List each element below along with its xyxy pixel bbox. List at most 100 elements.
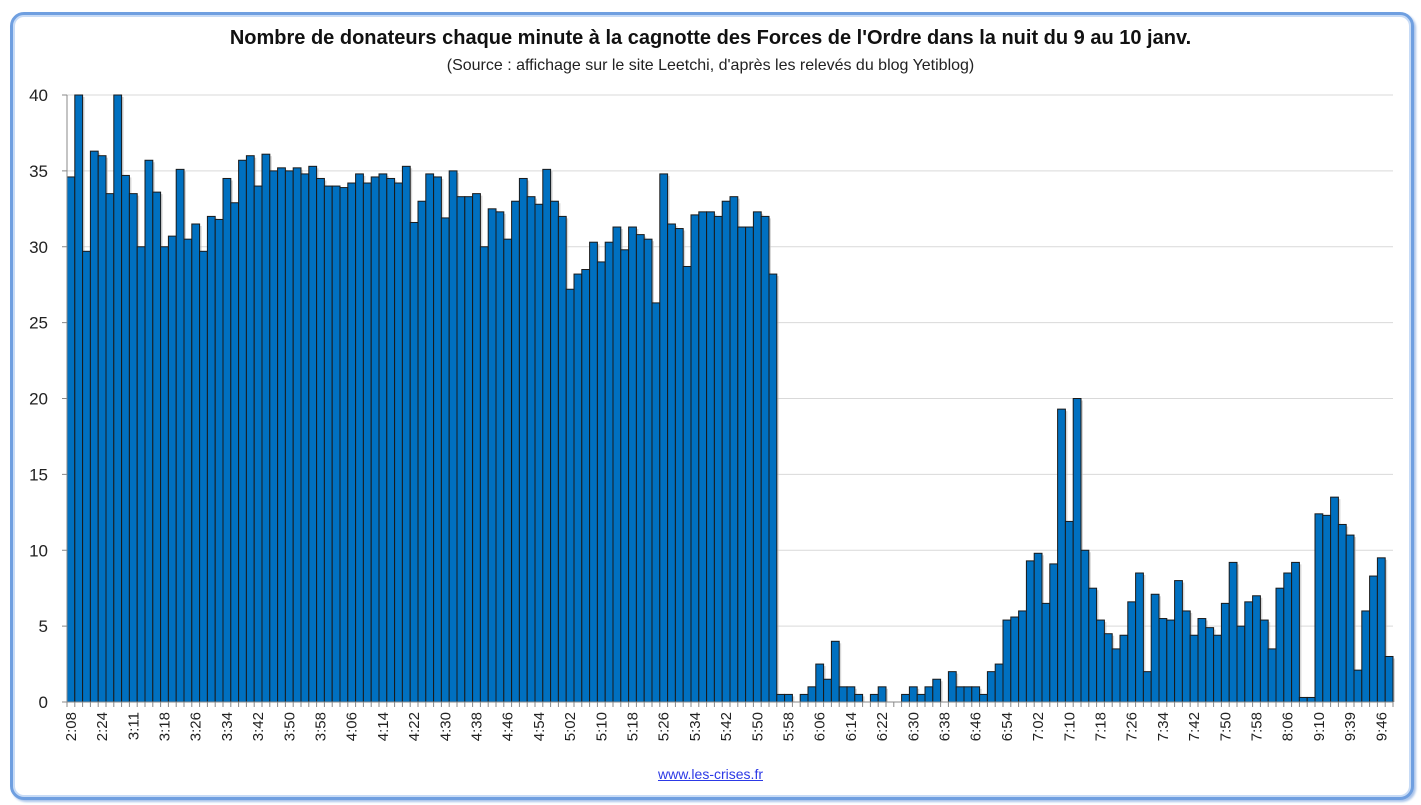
bar	[924, 686, 934, 703]
x-tick-label: 2:08	[63, 712, 80, 741]
bar	[1088, 587, 1098, 703]
bar	[160, 246, 169, 703]
x-tick-label: 6:38	[937, 712, 954, 741]
bar	[1142, 671, 1152, 703]
bar	[1236, 625, 1246, 703]
bar	[706, 211, 715, 703]
bar	[534, 203, 544, 703]
bar	[167, 235, 177, 703]
bar	[604, 241, 614, 703]
bar	[1205, 627, 1215, 703]
y-tick-label: 40	[29, 86, 48, 105]
bar	[1337, 523, 1347, 703]
bar	[1150, 593, 1160, 703]
bar	[74, 94, 84, 703]
bar	[612, 226, 622, 703]
bar	[495, 211, 505, 703]
x-tick-label: 7:50	[1217, 712, 1234, 741]
bar	[573, 273, 583, 703]
bar	[355, 173, 364, 703]
bar	[245, 155, 255, 703]
bar	[1244, 601, 1254, 703]
x-tick-label: 2:24	[94, 712, 111, 741]
bar	[425, 173, 435, 703]
bar	[386, 177, 396, 703]
x-tick-label: 6:14	[843, 712, 860, 741]
x-tick-label: 5:42	[718, 712, 735, 741]
bar	[869, 693, 879, 703]
bar	[557, 215, 567, 703]
bar	[760, 215, 770, 703]
bar	[1189, 634, 1199, 703]
bar	[1033, 552, 1043, 703]
bar	[97, 155, 107, 703]
bar	[737, 226, 747, 703]
x-tick-label: 5:10	[593, 712, 610, 741]
bar	[331, 185, 341, 703]
bar	[378, 173, 388, 703]
bar	[908, 686, 918, 703]
x-tick-label: 4:38	[469, 712, 486, 741]
bar	[1275, 587, 1285, 703]
y-tick-label: 25	[29, 314, 48, 333]
bar	[214, 218, 224, 703]
bar	[433, 176, 442, 703]
bar	[1314, 513, 1324, 703]
bar	[799, 693, 809, 703]
bar	[1119, 634, 1129, 703]
bar	[1135, 572, 1144, 703]
bar	[768, 273, 778, 703]
x-tick-label: 5:50	[749, 712, 766, 741]
bar	[698, 211, 708, 703]
bar	[105, 193, 115, 703]
bar	[1384, 655, 1394, 703]
bar	[261, 153, 271, 703]
y-tick-label: 0	[39, 693, 48, 712]
x-tick-label: 9:46	[1373, 712, 1390, 741]
bar	[1283, 572, 1293, 703]
bar	[589, 241, 598, 703]
bar	[1361, 610, 1371, 703]
bar	[1158, 618, 1168, 703]
bar	[1127, 601, 1137, 703]
bar	[82, 250, 91, 703]
bar	[784, 693, 793, 703]
bar	[1111, 648, 1121, 703]
bar	[542, 168, 552, 703]
x-tick-label: 6:54	[999, 712, 1016, 741]
bar	[916, 693, 926, 703]
bar	[1064, 520, 1074, 703]
bar	[277, 167, 286, 703]
bar	[448, 170, 458, 703]
bar	[518, 177, 528, 703]
source-link[interactable]: www.les-crises.fr	[657, 766, 763, 782]
bar	[682, 265, 692, 703]
bar	[394, 182, 403, 703]
bar	[659, 173, 669, 703]
bar	[971, 686, 981, 703]
x-tick-label: 9:10	[1311, 712, 1328, 741]
x-tick-label: 6:22	[874, 712, 891, 741]
y-tick-label: 5	[39, 617, 48, 636]
bar	[986, 671, 996, 703]
x-tick-label: 3:18	[157, 712, 174, 741]
bar	[269, 170, 279, 703]
bar	[121, 174, 130, 703]
bar	[955, 686, 965, 703]
y-tick-label: 30	[29, 238, 48, 257]
x-tick-label: 3:58	[313, 712, 330, 741]
bar	[752, 211, 762, 703]
bar	[1220, 602, 1230, 703]
bar	[1213, 634, 1222, 703]
bar	[565, 288, 575, 703]
y-tick-label: 10	[29, 541, 48, 560]
bar	[1267, 648, 1277, 703]
x-tick-label: 5:34	[687, 712, 704, 741]
x-tick-label: 6:06	[812, 712, 829, 741]
bar	[401, 165, 411, 703]
y-tick-label: 35	[29, 162, 48, 181]
bar	[1259, 619, 1269, 703]
bar	[128, 193, 138, 703]
x-tick-label: 3:50	[281, 712, 298, 741]
